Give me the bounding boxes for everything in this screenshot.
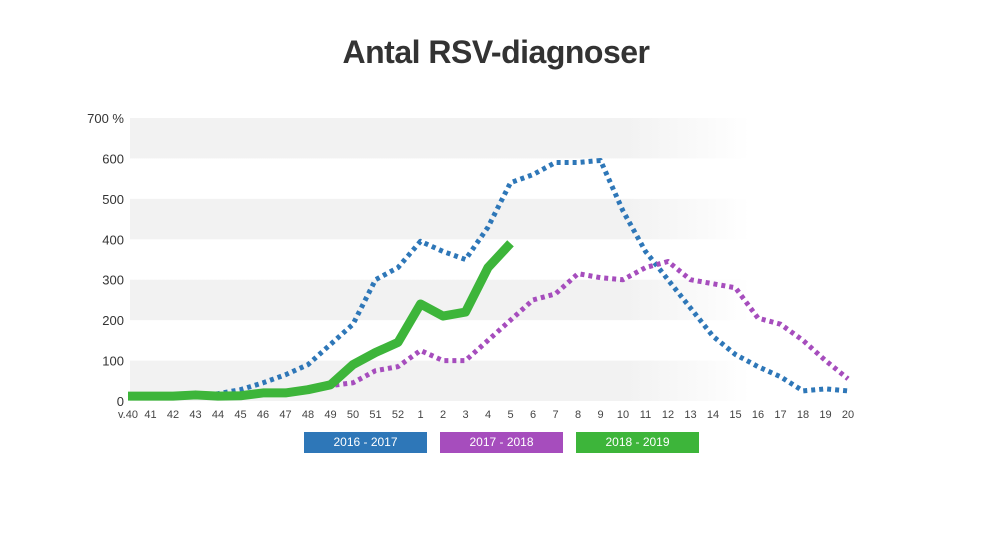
x-tick-label: 13 xyxy=(684,409,696,421)
x-tick-label: 41 xyxy=(144,409,156,421)
legend-item: 2017 - 2018 xyxy=(440,432,563,453)
x-tick-label: 44 xyxy=(212,409,224,421)
x-tick-label: 50 xyxy=(347,409,359,421)
y-tick-label: 200 xyxy=(102,313,124,328)
x-tick-label: 47 xyxy=(279,409,291,421)
x-tick-label: 16 xyxy=(752,409,764,421)
x-tick-label: 52 xyxy=(392,409,404,421)
x-tick-label: 48 xyxy=(302,409,314,421)
x-tick-label: 5 xyxy=(507,409,513,421)
x-tick-label: 49 xyxy=(324,409,336,421)
x-tick-label: 20 xyxy=(842,409,854,421)
x-tick-label: 4 xyxy=(485,409,491,421)
x-tick-label: 2 xyxy=(440,409,446,421)
x-tick-label: 8 xyxy=(575,409,581,421)
legend-item: 2016 - 2017 xyxy=(304,432,427,453)
x-tick-label: 3 xyxy=(462,409,468,421)
x-tick-label: 12 xyxy=(662,409,674,421)
x-tick-label: 6 xyxy=(530,409,536,421)
legend-item: 2018 - 2019 xyxy=(576,432,699,453)
x-tick-label: 17 xyxy=(774,409,786,421)
x-tick-label: 51 xyxy=(369,409,381,421)
x-tick-label: v.40 xyxy=(118,409,138,421)
y-tick-label: 400 xyxy=(102,232,124,247)
y-tick-label: 600 xyxy=(102,151,124,166)
x-tick-label: 45 xyxy=(234,409,246,421)
x-tick-label: 9 xyxy=(597,409,603,421)
y-tick-label: 100 xyxy=(102,354,124,369)
x-tick-label: 42 xyxy=(167,409,179,421)
x-tick-label: 11 xyxy=(640,409,651,421)
y-tick-label: 0 xyxy=(117,394,124,409)
grid-band xyxy=(130,198,750,240)
series-line-2018-2019 xyxy=(128,240,514,401)
x-tick-label: 1 xyxy=(417,409,423,421)
x-tick-label: 10 xyxy=(617,409,629,421)
x-tick-label: 46 xyxy=(257,409,269,421)
x-tick-label: 43 xyxy=(189,409,201,421)
y-tick-label: 700 % xyxy=(87,111,124,126)
x-tick-label: 14 xyxy=(707,409,719,421)
grid-band xyxy=(130,118,750,159)
chart-title: Antal RSV-diagnoser xyxy=(342,34,651,70)
x-tick-label: 19 xyxy=(819,409,831,421)
x-tick-label: 15 xyxy=(729,409,741,421)
y-tick-label: 500 xyxy=(102,192,124,207)
x-tick-label: 7 xyxy=(552,409,558,421)
y-tick-label: 300 xyxy=(102,273,124,288)
x-tick-label: 18 xyxy=(797,409,809,421)
